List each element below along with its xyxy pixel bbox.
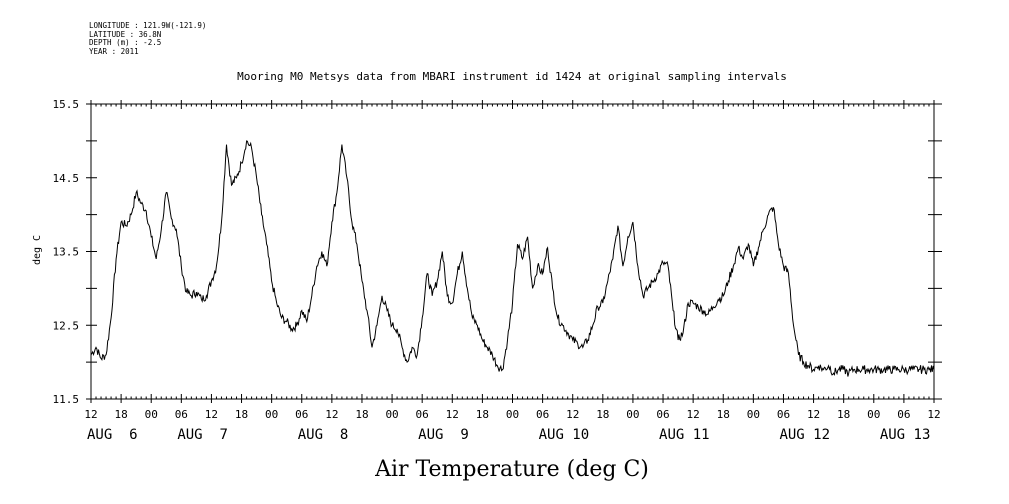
- x-tick-label: 06: [777, 408, 790, 421]
- x-tick-label: 06: [175, 408, 188, 421]
- y-tick-label: 14.5: [53, 172, 80, 185]
- plot-frame: [90, 103, 935, 400]
- y-tick-label: 12.5: [53, 319, 80, 332]
- x-tick-label: 06: [656, 408, 669, 421]
- axis-ticks: [86, 100, 942, 403]
- day-label: AUG 9: [418, 427, 469, 443]
- x-tick-label: 06: [295, 408, 308, 421]
- series-line: [90, 140, 935, 377]
- x-tick-label: 12: [687, 408, 700, 421]
- x-tick-label: 06: [536, 408, 549, 421]
- day-labels: AUG 6 AUG 7 AUG 8 AUG 9 AUG 10 AUG 11 AUG 12 AU…: [87, 427, 930, 443]
- x-tick-label: 00: [867, 408, 880, 421]
- x-tick-label: 00: [265, 408, 278, 421]
- day-label: AUG 11: [659, 427, 710, 443]
- y-tick-label: 11.5: [53, 393, 80, 406]
- x-tick-label: 12: [446, 408, 459, 421]
- x-axis-label: Air Temperature (deg C): [374, 457, 649, 482]
- x-tick-label: 00: [145, 408, 158, 421]
- x-tick-label: 00: [506, 408, 519, 421]
- x-tick-label: 06: [416, 408, 429, 421]
- y-tick-label: 13.5: [53, 246, 80, 259]
- x-tick-label: 00: [747, 408, 760, 421]
- depth-text: DEPTH (m) : -2.5: [89, 38, 162, 48]
- x-tick-label: 18: [355, 408, 368, 421]
- x-tick-label: 18: [114, 408, 127, 421]
- longitude-text: LONGITUDE : 121.9W(-121.9): [89, 21, 207, 30]
- day-label: AUG 8: [298, 427, 349, 443]
- metadata-block: LONGITUDE : 121.9W(-121.9) LATITUDE : 36…: [89, 21, 207, 56]
- x-tick-labels: 12 18 00 06 12 18 00 06 12 18 00 06 12 18 00 06 12 18 00 06…: [84, 408, 940, 421]
- x-tick-label: 12: [325, 408, 338, 421]
- x-tick-label: 18: [837, 408, 850, 421]
- x-tick-label: 06: [897, 408, 910, 421]
- x-tick-label: 12: [927, 408, 940, 421]
- x-tick-label: 00: [385, 408, 398, 421]
- y-axis-label: deg C: [32, 235, 43, 265]
- x-tick-label: 00: [626, 408, 639, 421]
- day-label: AUG 13: [880, 427, 931, 443]
- latitude-text: LATITUDE : 36.8N: [89, 29, 162, 39]
- x-tick-label: 18: [476, 408, 489, 421]
- x-tick-label: 12: [205, 408, 218, 421]
- x-tick-label: 18: [717, 408, 730, 421]
- day-label: AUG 10: [539, 427, 590, 443]
- x-tick-label: 12: [566, 408, 579, 421]
- x-tick-label: 12: [84, 408, 97, 421]
- day-label: AUG 7: [177, 427, 228, 443]
- y-tick-label: 15.5: [53, 98, 80, 111]
- day-label: AUG 12: [779, 427, 830, 443]
- chart-title: Mooring M0 Metsys data from MBARI instru…: [237, 70, 787, 83]
- x-tick-label: 18: [235, 408, 248, 421]
- x-tick-label: 12: [807, 408, 820, 421]
- y-tick-labels: 15.5 14.5 13.5 12.5 11.5: [53, 98, 80, 406]
- day-label: AUG 6: [87, 427, 138, 443]
- year-text: YEAR : 2011: [89, 46, 139, 56]
- x-tick-label: 18: [596, 408, 609, 421]
